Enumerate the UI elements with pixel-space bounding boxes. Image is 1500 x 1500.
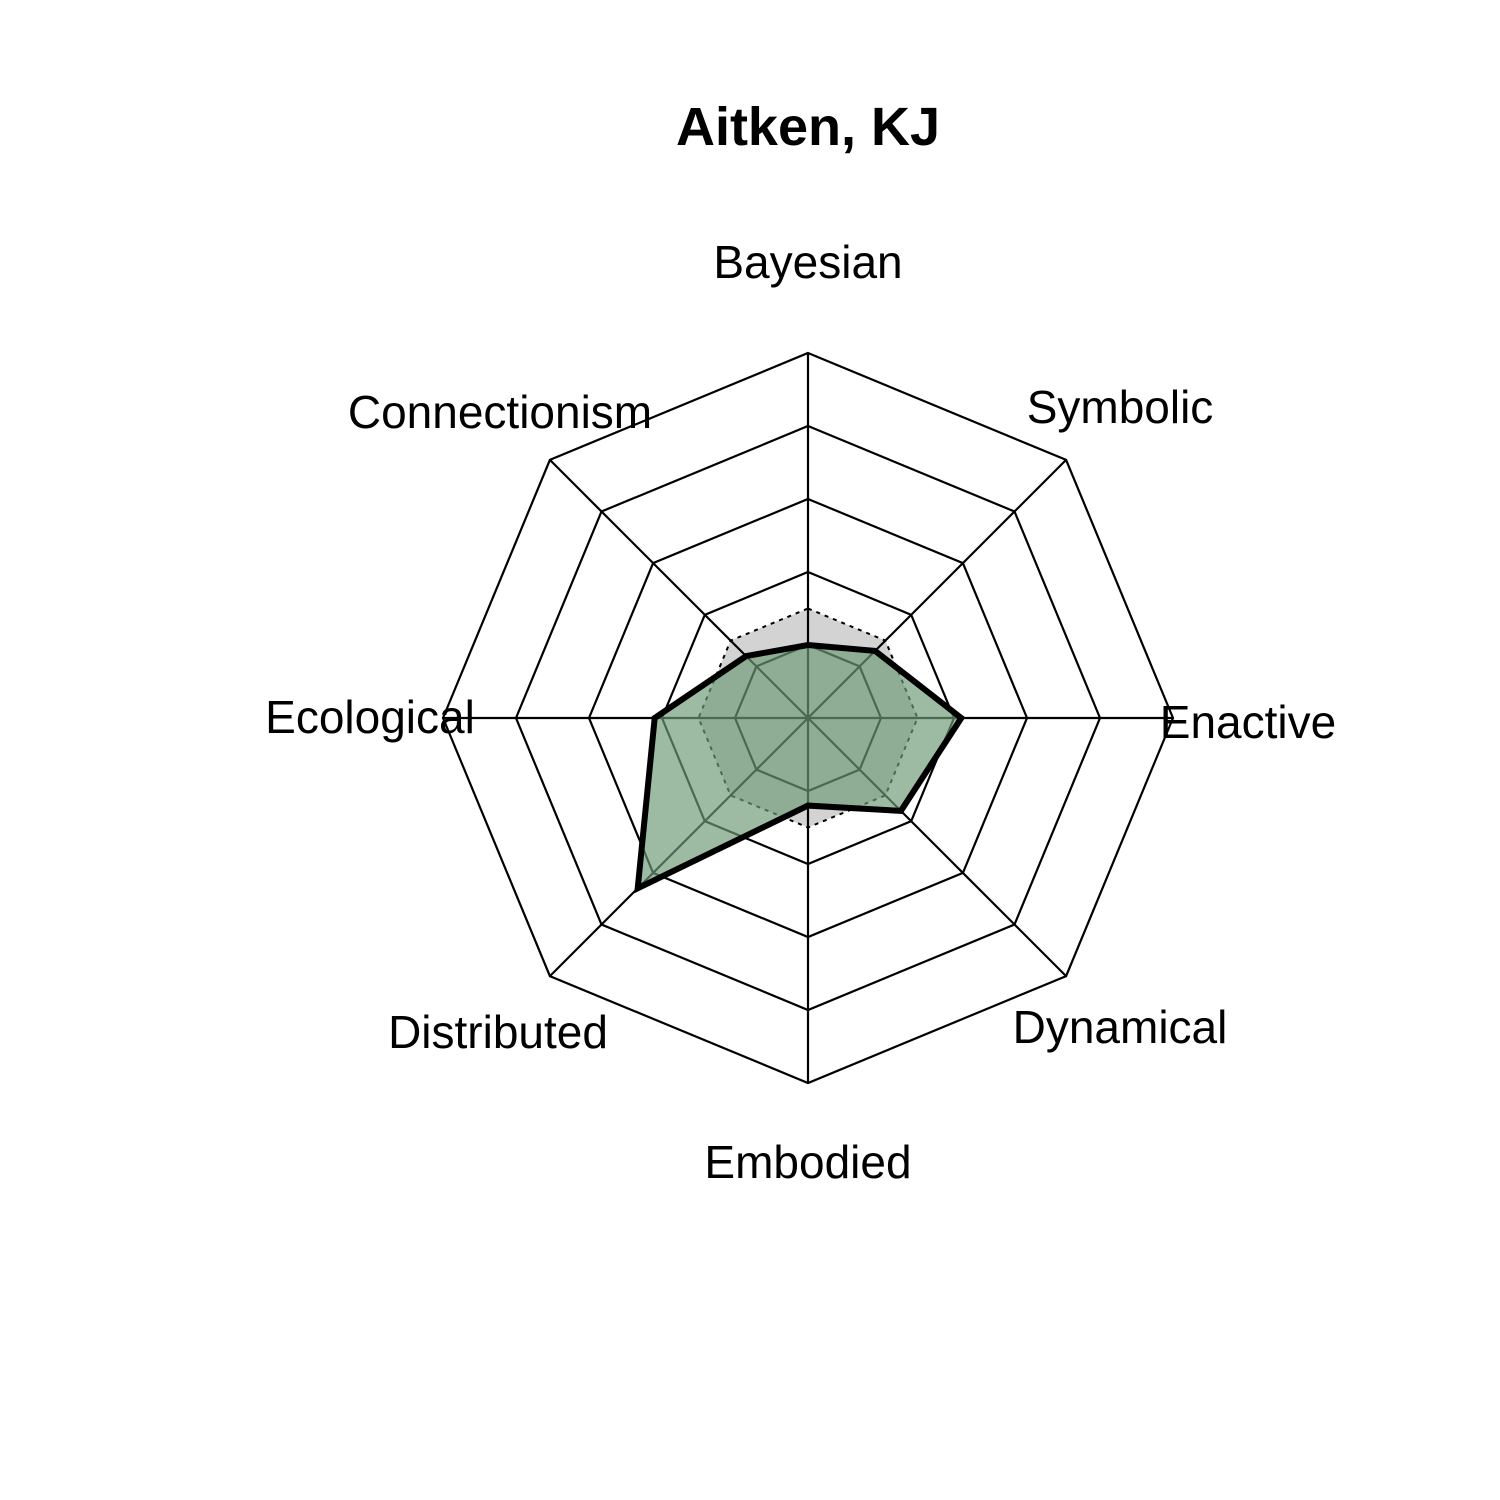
profile-area (637, 645, 962, 889)
axis-label-enactive: Enactive (1160, 696, 1336, 748)
axis-label-bayesian: Bayesian (713, 236, 902, 288)
axis-label-connectionism: Connectionism (348, 386, 652, 438)
chart-title: Aitken, KJ (676, 97, 940, 157)
axis-label-embodied: Embodied (704, 1136, 911, 1188)
label-layer: Bayesian Symbolic Enactive Dynamical Embodie… (265, 236, 1336, 1188)
axis-label-ecological: Ecological (265, 691, 475, 743)
profile-layer (634, 607, 966, 894)
axis-label-symbolic: Symbolic (1027, 381, 1214, 433)
profile-outline (634, 641, 966, 894)
axis-label-dynamical: Dynamical (1013, 1001, 1228, 1053)
axis-label-distributed: Distributed (388, 1006, 608, 1058)
